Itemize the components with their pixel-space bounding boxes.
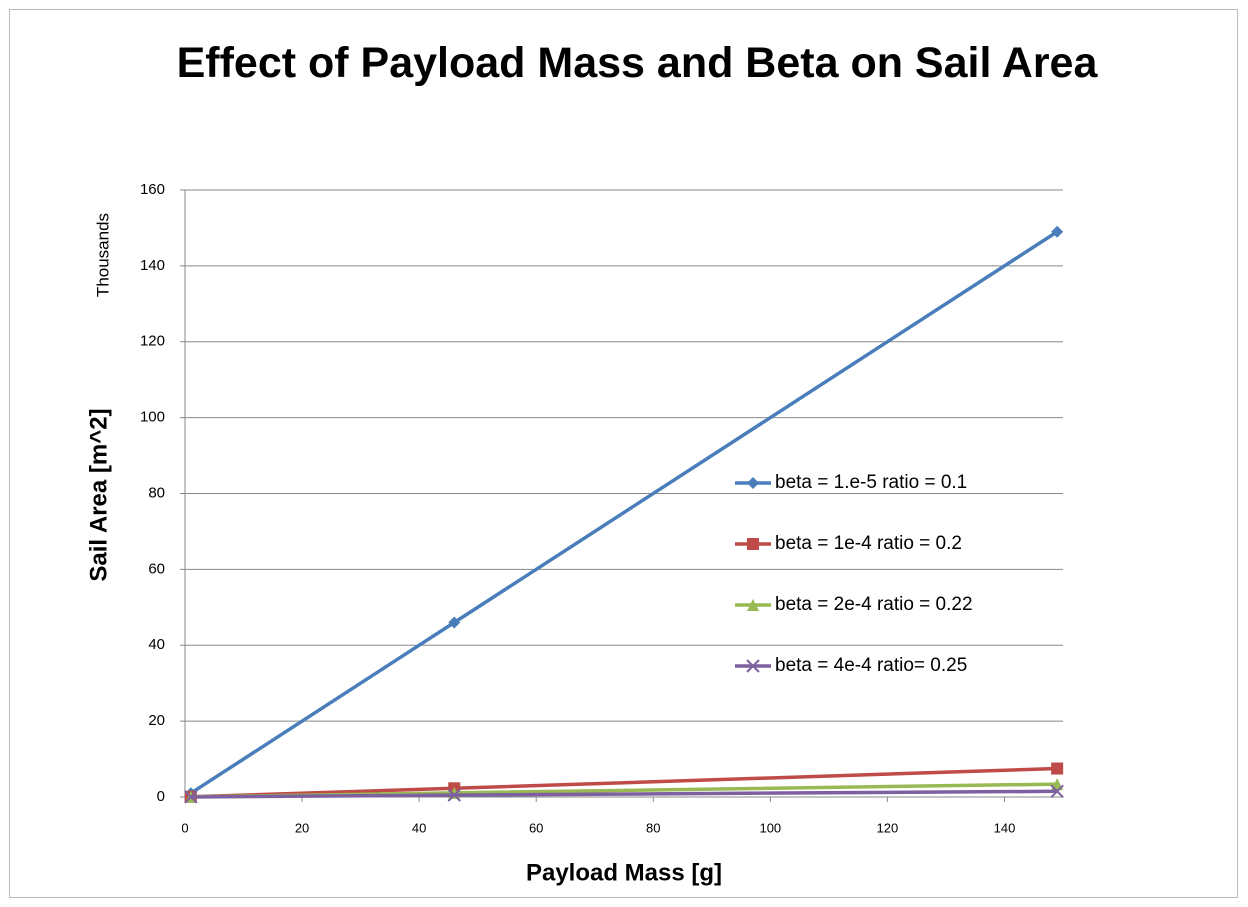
y-tick-label: 80 bbox=[148, 484, 165, 501]
y-tick-label: 100 bbox=[140, 409, 165, 426]
y-axis-label: Sail Area [m^2] bbox=[85, 408, 112, 581]
x-tick-label: 120 bbox=[877, 820, 899, 835]
marker bbox=[184, 790, 198, 804]
y-tick-label: 0 bbox=[157, 788, 165, 805]
x-tick-label: 80 bbox=[646, 820, 660, 835]
y-axis-unit: Thousands bbox=[93, 213, 112, 297]
marker bbox=[1051, 225, 1064, 238]
y-tick-label: 160 bbox=[140, 181, 165, 198]
marker bbox=[448, 616, 461, 629]
y-tick-label: 60 bbox=[148, 560, 165, 577]
marker bbox=[1051, 762, 1064, 775]
y-tick-label: 40 bbox=[148, 636, 165, 653]
marker bbox=[447, 788, 461, 802]
y-tick-label: 120 bbox=[140, 333, 165, 350]
legend-label: beta = 2e-4 ratio = 0.22 bbox=[775, 594, 973, 615]
x-tick-label: 20 bbox=[295, 820, 309, 835]
marker bbox=[1050, 784, 1064, 799]
legend-label: beta = 1.e-5 ratio = 0.1 bbox=[775, 472, 967, 493]
x-tick-label: 0 bbox=[181, 820, 188, 835]
x-tick-label: 140 bbox=[994, 820, 1016, 835]
chart-title: Effect of Payload Mass and Beta on Sail … bbox=[176, 39, 1098, 87]
x-tick-label: 100 bbox=[759, 820, 781, 835]
legend-marker bbox=[746, 659, 760, 673]
legend-marker bbox=[747, 599, 759, 611]
y-tick-label: 20 bbox=[148, 712, 165, 729]
legend-label: beta = 1e-4 ratio = 0.2 bbox=[775, 533, 962, 554]
x-axis-label: Payload Mass [g] bbox=[526, 859, 722, 886]
chart-frame bbox=[9, 9, 1238, 898]
legend-marker bbox=[747, 477, 759, 489]
x-tick-label: 60 bbox=[529, 820, 543, 835]
legend-label: beta = 4e-4 ratio= 0.25 bbox=[775, 655, 967, 676]
legend-marker bbox=[747, 538, 759, 550]
x-tick-label: 40 bbox=[412, 820, 426, 835]
y-tick-label: 140 bbox=[140, 257, 165, 274]
